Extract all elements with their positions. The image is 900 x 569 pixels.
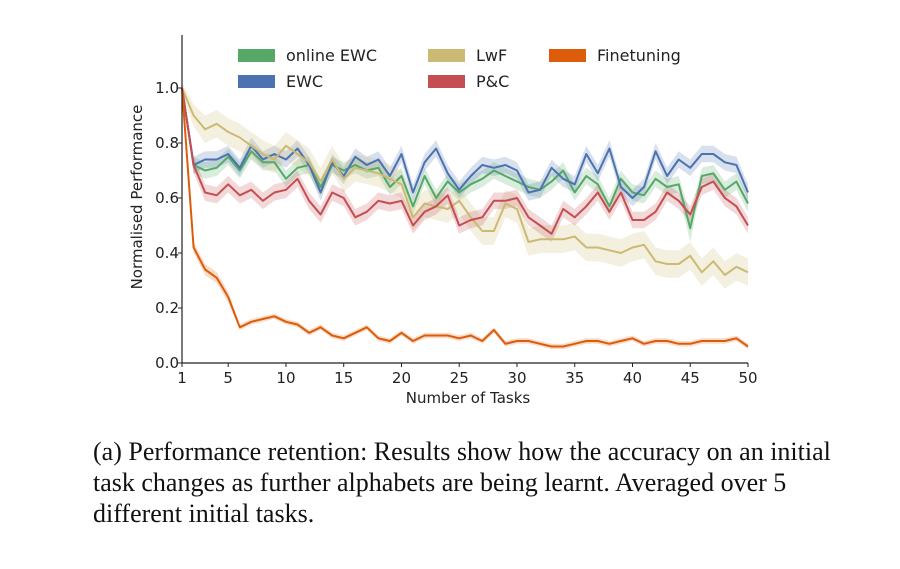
ewc-line — [181, 87, 749, 199]
x-tick-label: 50 — [738, 369, 757, 387]
y-tick-label: 0.4 — [155, 244, 179, 262]
y-ticks: 0.0 0.2 0.4 0.6 0.8 1.0 — [155, 79, 182, 372]
y-axis-title: Normalised Performance — [128, 105, 146, 290]
x-tick-label: 10 — [276, 369, 295, 387]
p-c-legend-label: P&C — [476, 72, 509, 91]
lwf-legend-label: LwF — [476, 46, 507, 65]
online-ewc-line — [181, 87, 749, 230]
x-tick-label: 30 — [507, 369, 526, 387]
lwf-band — [182, 82, 748, 289]
ewc-legend-swatch — [238, 75, 275, 88]
y-tick-label: 0.6 — [155, 189, 179, 207]
p-c-legend-swatch — [428, 75, 465, 88]
p-c-line — [181, 87, 749, 235]
x-tick-label: 15 — [334, 369, 353, 387]
x-tick-label: 5 — [223, 369, 233, 387]
performance-chart: 1 5 10 15 20 25 30 35 40 45 50 0.00.20.40.60.81.0 … — [128, 35, 758, 407]
series-lines — [181, 87, 749, 348]
figure-caption: (a) Performance retention: Results show … — [93, 437, 831, 528]
x-tick-label: 35 — [565, 369, 584, 387]
y-tick-label: 0.8 — [155, 134, 179, 152]
x-tick-label: 20 — [392, 369, 411, 387]
ewc-legend-label: EWC — [286, 72, 323, 91]
y-tick-label: 0.2 — [155, 299, 179, 317]
lwf-line — [181, 87, 749, 276]
x-tick-label: 1 — [177, 369, 187, 387]
y-tick-label: 0.0 — [155, 354, 179, 372]
online-ewc-legend-swatch — [238, 49, 275, 62]
lwf-legend-swatch — [428, 49, 465, 62]
finetuning-legend-label: Finetuning — [597, 46, 681, 65]
online-ewc-legend-label: online EWC — [286, 46, 377, 65]
finetuning-legend-swatch — [549, 49, 586, 62]
x-tick-label: 40 — [623, 369, 642, 387]
x-ticks: 1 5 10 15 20 25 30 35 40 45 50 — [177, 363, 758, 387]
y-tick-label: 1.0 — [155, 79, 179, 97]
x-tick-label: 45 — [681, 369, 700, 387]
x-tick-label: 25 — [450, 369, 469, 387]
finetuning-line — [181, 87, 749, 348]
legend: online EWC EWC LwF P&C Finetuning — [238, 46, 681, 91]
confidence-bands — [182, 82, 748, 350]
x-axis-title: Number of Tasks — [406, 389, 531, 407]
